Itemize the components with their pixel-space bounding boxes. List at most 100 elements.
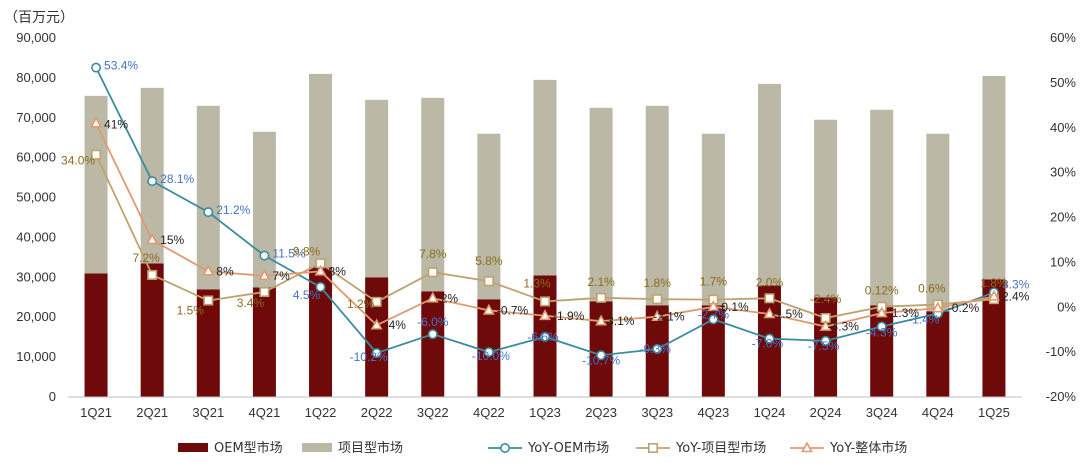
- yoy-total-marker: [931, 301, 944, 313]
- yoy-oem-marker: [315, 282, 326, 293]
- bar-project: [533, 79, 557, 276]
- legend-label-project: 项目型市场: [338, 440, 403, 456]
- bar-oem: [926, 311, 950, 397]
- x-tick-label: 1Q23: [529, 405, 561, 420]
- yoy-oem-marker: [483, 347, 494, 358]
- data-label-yoy-total: 7%: [272, 269, 290, 283]
- x-tick-label: 4Q24: [922, 405, 954, 420]
- legend-marker-yoy-oem: [499, 442, 510, 453]
- yoy-total-marker: [314, 264, 327, 276]
- lines-layer: [90, 62, 1000, 361]
- yoy-total-marker: [258, 269, 271, 281]
- bar-oem: [982, 279, 1006, 397]
- data-label-yoy-total: -3.1%: [603, 314, 635, 328]
- data-label-yoy-total: -1.9%: [553, 309, 585, 323]
- data-label-yoy-project: 9.8%: [293, 244, 321, 258]
- yoy-project-marker: [764, 293, 775, 304]
- data-label-yoy-total: 2%: [441, 291, 459, 305]
- bar-project: [589, 107, 613, 302]
- bar-project: [701, 133, 725, 306]
- data-label-yoy-project: 1.8%: [980, 276, 1008, 290]
- data-label-yoy-oem: 28.1%: [160, 172, 194, 186]
- bar-oem: [814, 297, 838, 397]
- y2-tick-label: -20%: [1046, 389, 1077, 404]
- data-label-yoy-oem: 21.2%: [216, 203, 250, 217]
- yoy-total-marker: [819, 319, 832, 331]
- data-label-yoy-oem: -4.3%: [866, 326, 898, 340]
- yoy-oem-marker: [764, 333, 775, 344]
- bar-project: [309, 73, 333, 268]
- yoy-total-marker: [370, 318, 383, 330]
- y2-tick-label: 10%: [1050, 254, 1076, 269]
- data-label-yoy-oem: 3.3%: [1002, 277, 1030, 291]
- bar-project: [814, 119, 838, 298]
- yoy-oem-marker: [596, 350, 607, 361]
- data-label-yoy-total: -0.7%: [497, 303, 529, 317]
- legend-label-yoy-oem: YoY-OEM市场: [527, 440, 609, 456]
- data-label-yoy-project: 1.3%: [523, 276, 551, 290]
- yoy-oem-marker: [259, 250, 270, 261]
- data-label-yoy-oem: -10.7%: [582, 353, 620, 367]
- y-tick-label: 0: [49, 389, 56, 404]
- bar-project: [926, 133, 950, 312]
- yoy-total-marker: [651, 309, 664, 321]
- x-tick-label: 1Q21: [80, 405, 112, 420]
- data-label-yoy-oem: -10.0%: [472, 349, 510, 363]
- x-tick-label: 4Q23: [697, 405, 729, 420]
- x-tick-label: 2Q22: [361, 405, 393, 420]
- y-tick-label: 30,000: [16, 269, 56, 284]
- bar-project: [84, 95, 108, 274]
- y2-tick-label: 40%: [1050, 120, 1076, 135]
- data-label-yoy-oem: 4.5%: [293, 288, 321, 302]
- bar-project: [477, 133, 501, 300]
- yoy-project-marker: [483, 276, 494, 287]
- y-tick-label: 10,000: [16, 349, 56, 364]
- data-label-yoy-project: 1.8%: [644, 276, 672, 290]
- data-label-yoy-oem: -1.4%: [908, 313, 940, 327]
- data-label-yoy-oem: 11.5%: [272, 247, 305, 261]
- y-tick-label: 80,000: [16, 70, 56, 85]
- axes-layer: 0 10,000 20,000 30,000 40,000 50,000 60,000 70,…: [16, 30, 1076, 420]
- data-label-yoy-total: 15%: [160, 233, 184, 247]
- bar-oem: [421, 291, 445, 397]
- data-label-yoy-total: -1.3%: [888, 306, 920, 320]
- x-tick-label: 1Q24: [754, 405, 786, 420]
- bar-project: [365, 99, 389, 278]
- data-label-yoy-project: 2.1%: [587, 275, 615, 289]
- bar-oem: [365, 277, 389, 397]
- yoy-total-marker: [539, 309, 551, 321]
- y-tick-label: 20,000: [16, 309, 56, 324]
- x-tick-label: 1Q22: [305, 405, 337, 420]
- y-axis-unit-label: （百万元）: [4, 10, 74, 26]
- y-tick-label: 90,000: [16, 30, 56, 45]
- yoy-oem-marker: [820, 335, 831, 346]
- x-tick-label: 3Q23: [641, 405, 673, 420]
- y-tick-label: 40,000: [16, 229, 56, 244]
- yoy-oem-marker: [539, 331, 550, 342]
- data-label-yoy-total: -4.3%: [828, 320, 860, 334]
- bar-oem: [84, 273, 108, 397]
- yoy-total-marker: [90, 116, 103, 128]
- data-label-yoy-oem: -7.5%: [808, 339, 840, 353]
- yoy-project-marker: [427, 267, 438, 278]
- data-label-yoy-oem: -10.2%: [350, 350, 388, 364]
- x-tick-label: 4Q21: [249, 405, 281, 420]
- bars-layer: [84, 73, 1006, 397]
- data-label-yoy-total: -4%: [385, 318, 407, 332]
- data-label-yoy-project: 2.0%: [756, 275, 784, 289]
- bar-project: [757, 83, 781, 286]
- legend-swatch-oem: [178, 443, 208, 452]
- x-tick-label: 2Q24: [810, 405, 842, 420]
- x-tick-label: 3Q22: [417, 405, 449, 420]
- yoy-total-marker: [595, 314, 608, 326]
- yoy-project-marker: [259, 286, 270, 297]
- data-label-yoy-project: 0.12%: [865, 284, 899, 298]
- data-label-yoy-project: 1.5%: [177, 304, 205, 318]
- yoy-project-marker: [652, 294, 663, 305]
- data-label-yoy-project: -2.4%: [810, 292, 842, 306]
- y2-tick-label: 20%: [1050, 210, 1076, 225]
- yoy-total-marker: [875, 306, 888, 318]
- bar-project: [252, 131, 276, 288]
